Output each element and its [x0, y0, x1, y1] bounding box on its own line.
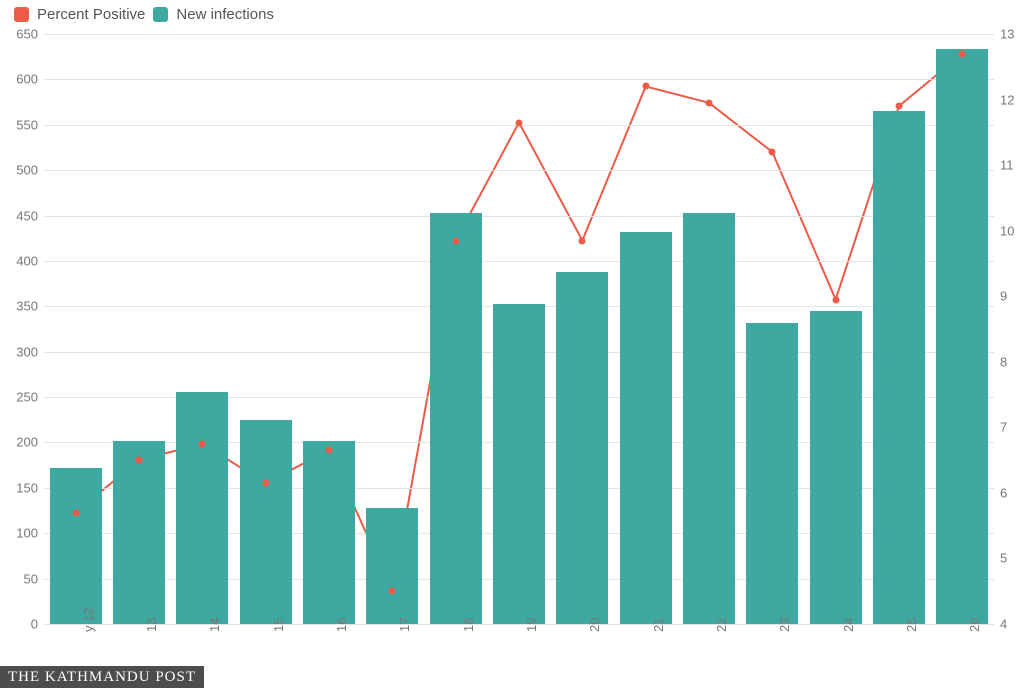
- line-point: [896, 103, 903, 110]
- bar: [746, 323, 798, 624]
- y-right-tick-label: 10: [1000, 223, 1027, 238]
- x-tick-label: 21: [651, 618, 666, 632]
- line-point: [642, 83, 649, 90]
- line-point: [389, 588, 396, 595]
- x-tick-label: 23: [777, 618, 792, 632]
- y-left-tick-label: 350: [0, 299, 38, 314]
- bar: [303, 441, 355, 624]
- y-left-tick-label: 650: [0, 27, 38, 42]
- line-point: [199, 440, 206, 447]
- bar: [810, 311, 862, 624]
- y-left-tick-label: 50: [0, 571, 38, 586]
- line-point: [452, 237, 459, 244]
- bar: [683, 213, 735, 624]
- legend-label-new-infections: New infections: [176, 6, 274, 23]
- line-point: [326, 447, 333, 454]
- y-left-tick-label: 200: [0, 435, 38, 450]
- line-point: [72, 509, 79, 516]
- y-left-tick-label: 450: [0, 208, 38, 223]
- bar: [873, 111, 925, 624]
- legend-swatch-percent-positive: [14, 7, 29, 22]
- legend-label-percent-positive: Percent Positive: [37, 6, 145, 23]
- y-left-tick-label: 100: [0, 526, 38, 541]
- line-point: [516, 119, 523, 126]
- x-tick-label: 26: [967, 618, 982, 632]
- y-left-tick-label: 500: [0, 163, 38, 178]
- x-tick-label: 15: [271, 618, 286, 632]
- x-tick-label: 22: [714, 618, 729, 632]
- y-right-tick-label: 11: [1000, 158, 1027, 173]
- line-point: [769, 149, 776, 156]
- bar: [493, 304, 545, 624]
- gridline: [44, 34, 994, 35]
- line-point: [136, 457, 143, 464]
- y-left-tick-label: 550: [0, 117, 38, 132]
- line-point: [959, 50, 966, 57]
- bar: [240, 420, 292, 624]
- attribution-watermark: THE KATHMANDU POST: [0, 666, 204, 688]
- x-tick-label: 18: [461, 618, 476, 632]
- y-left-tick-label: 250: [0, 390, 38, 405]
- y-right-tick-label: 7: [1000, 420, 1027, 435]
- bar: [176, 392, 228, 624]
- y-right-tick-label: 6: [1000, 485, 1027, 500]
- y-left-tick-label: 400: [0, 253, 38, 268]
- x-tick-label: 17: [397, 618, 412, 632]
- y-left-tick-label: 150: [0, 480, 38, 495]
- line-point: [579, 237, 586, 244]
- bar: [620, 232, 672, 624]
- y-right-tick-label: 4: [1000, 617, 1027, 632]
- gridline: [44, 170, 994, 171]
- gridline: [44, 79, 994, 80]
- x-tick-label: y 12: [81, 607, 96, 632]
- x-tick-label: 13: [144, 618, 159, 632]
- y-right-tick-label: 8: [1000, 354, 1027, 369]
- y-left-tick-label: 0: [0, 617, 38, 632]
- chart-legend: Percent Positive New infections: [14, 6, 274, 23]
- gridline: [44, 216, 994, 217]
- y-left-tick-label: 600: [0, 72, 38, 87]
- line-point: [832, 296, 839, 303]
- y-right-tick-label: 9: [1000, 289, 1027, 304]
- y-right-tick-label: 13: [1000, 27, 1027, 42]
- x-tick-label: 16: [334, 618, 349, 632]
- gridline: [44, 261, 994, 262]
- bar: [113, 441, 165, 624]
- x-tick-label: 14: [207, 618, 222, 632]
- y-left-tick-label: 300: [0, 344, 38, 359]
- bar: [556, 272, 608, 624]
- legend-swatch-new-infections: [153, 7, 168, 22]
- line-point: [706, 99, 713, 106]
- bar: [936, 49, 988, 624]
- x-tick-label: 20: [587, 618, 602, 632]
- bar: [366, 508, 418, 624]
- y-right-tick-label: 5: [1000, 551, 1027, 566]
- chart-plot-area: 0501001502002503003504004505005506006504…: [44, 34, 994, 624]
- bar: [430, 213, 482, 624]
- line-point: [262, 480, 269, 487]
- x-tick-label: 25: [904, 618, 919, 632]
- x-tick-label: 24: [841, 618, 856, 632]
- x-tick-label: 19: [524, 618, 539, 632]
- bar: [50, 468, 102, 624]
- y-right-tick-label: 12: [1000, 92, 1027, 107]
